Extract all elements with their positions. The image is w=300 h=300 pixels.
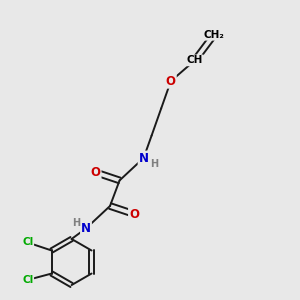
Text: H: H (72, 218, 80, 228)
Text: O: O (166, 75, 176, 88)
Text: CH: CH (187, 56, 203, 65)
Text: O: O (91, 166, 100, 179)
Text: O: O (129, 208, 139, 220)
Text: N: N (139, 152, 148, 164)
Text: H: H (150, 159, 158, 169)
Text: Cl: Cl (22, 238, 33, 248)
Text: CH₂: CH₂ (204, 30, 224, 40)
Text: N: N (81, 222, 91, 235)
Text: Cl: Cl (22, 275, 33, 285)
